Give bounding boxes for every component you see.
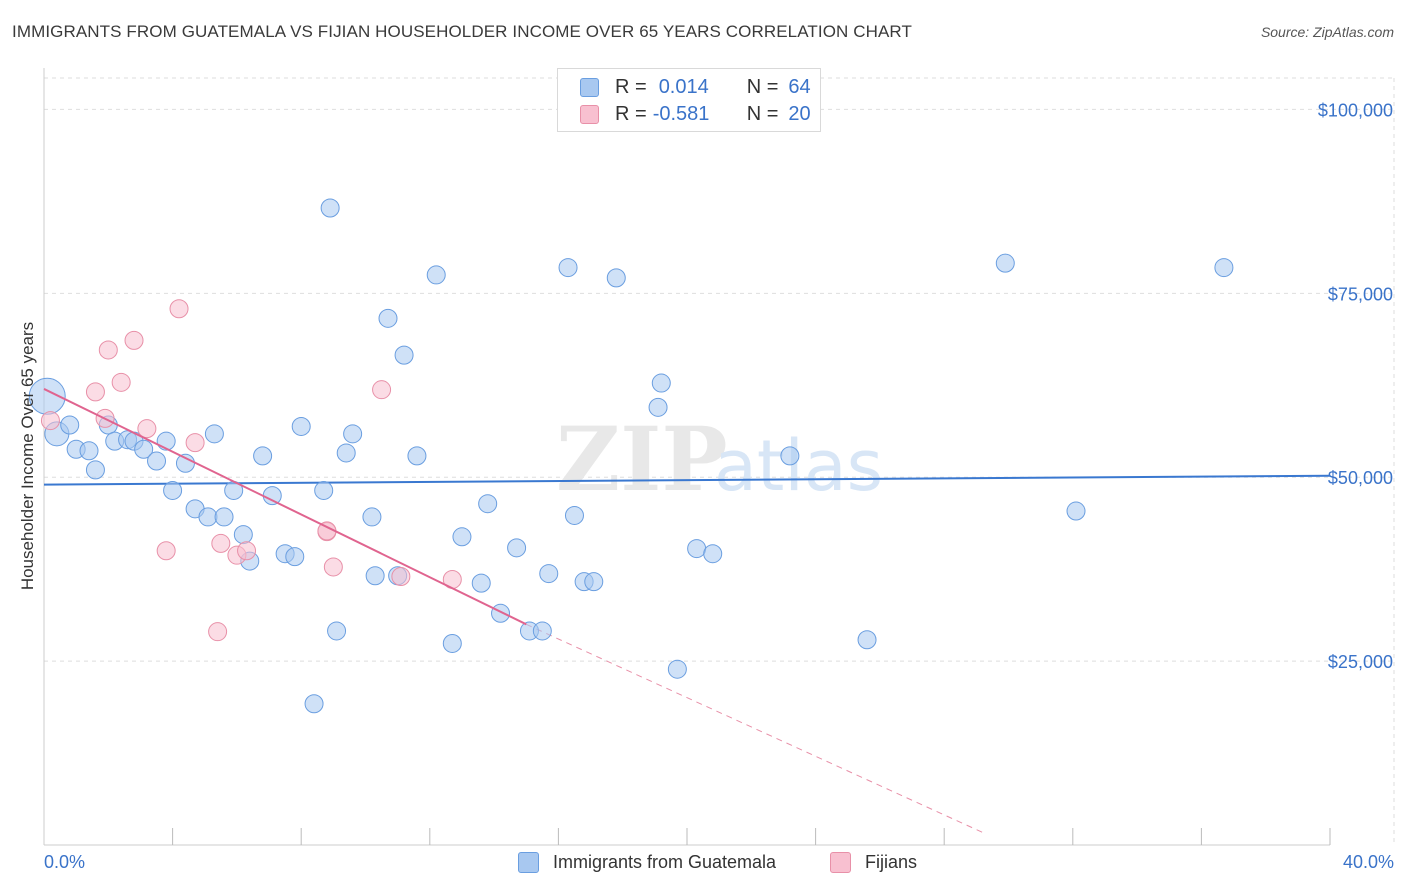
point-fijians <box>372 380 392 400</box>
point-guatemala <box>85 460 105 480</box>
point-guatemala <box>478 494 498 514</box>
series-swatch-fijians <box>830 852 851 873</box>
point-guatemala <box>703 544 723 564</box>
series-label-fijians: Fijians <box>865 852 918 872</box>
point-guatemala <box>558 258 578 278</box>
point-guatemala <box>198 507 218 527</box>
point-guatemala <box>452 527 472 547</box>
point-fijians <box>124 330 144 350</box>
point-guatemala <box>1066 501 1086 521</box>
point-guatemala <box>584 572 604 592</box>
legend-r-label: R = <box>615 75 647 98</box>
legend-row-guatemala: R = 0.014 N = 64 <box>580 74 811 100</box>
point-guatemala <box>442 633 462 653</box>
point-fijians <box>156 541 176 561</box>
y-tick-label: $100,000 <box>1318 100 1393 120</box>
point-guatemala <box>134 439 154 459</box>
point-guatemala <box>687 539 707 559</box>
point-guatemala <box>378 308 398 328</box>
point-guatemala <box>648 397 668 417</box>
series-label-guatemala: Immigrants from Guatemala <box>553 852 777 872</box>
series-legend-item-guatemala[interactable]: Immigrants from Guatemala <box>518 852 776 873</box>
point-fijians <box>85 382 105 402</box>
point-guatemala <box>362 507 382 527</box>
legend-n-label: N = <box>746 75 779 98</box>
legend-n-value: 20 <box>788 102 811 125</box>
point-guatemala <box>285 547 305 567</box>
trend-line-fijians-extension <box>526 623 987 835</box>
point-guatemala <box>365 566 385 586</box>
point-guatemala <box>304 694 324 714</box>
point-guatemala <box>314 480 334 500</box>
series-legend: Immigrants from Guatemala Fijians <box>0 852 1406 878</box>
series-swatch-guatemala <box>518 852 539 873</box>
point-guatemala <box>1214 258 1234 278</box>
point-guatemala <box>163 480 183 500</box>
legend-n-value: 64 <box>788 75 811 98</box>
point-guatemala <box>564 505 584 525</box>
y-tick-label: $75,000 <box>1328 284 1393 304</box>
point-guatemala <box>147 451 167 471</box>
trend-line-guatemala <box>43 474 1331 486</box>
point-guatemala <box>343 424 363 444</box>
point-guatemala <box>204 424 224 444</box>
point-guatemala <box>233 525 253 545</box>
watermark-zip: ZIP <box>556 407 728 511</box>
trend-line-fijians <box>43 388 527 626</box>
point-guatemala <box>262 486 282 506</box>
point-guatemala <box>79 441 99 461</box>
y-axis-title: Householder Income Over 65 years <box>18 321 37 591</box>
point-fijians <box>137 419 157 439</box>
point-guatemala <box>667 659 687 679</box>
series-legend-item-fijians[interactable]: Fijians <box>830 852 917 873</box>
point-guatemala <box>291 416 311 436</box>
point-fijians <box>211 533 231 553</box>
legend-r-value: -0.581 <box>652 102 710 125</box>
point-guatemala <box>857 630 877 650</box>
point-guatemala <box>606 268 626 288</box>
legend-r-label: R = <box>615 102 647 125</box>
legend-swatch-guatemala <box>580 77 599 97</box>
point-fijians <box>169 299 189 319</box>
y-tick-label: $25,000 <box>1328 652 1393 672</box>
point-fijians <box>391 567 411 587</box>
legend-row-fijians: R = -0.581 N = 20 <box>580 101 811 127</box>
point-guatemala <box>426 265 446 285</box>
point-guatemala <box>320 198 340 218</box>
point-guatemala <box>214 507 234 527</box>
watermark-atlas: atlas <box>714 425 883 507</box>
point-fijians <box>98 340 118 360</box>
x-tick-label-min: 0.0% <box>44 852 86 872</box>
point-fijians <box>40 411 60 431</box>
legend-r-value: 0.014 <box>658 75 709 98</box>
point-fijians <box>111 372 131 392</box>
point-guatemala <box>780 446 800 466</box>
point-fijians <box>323 557 343 577</box>
legend-swatch-fijians <box>580 104 599 124</box>
point-guatemala <box>532 621 552 641</box>
point-guatemala <box>995 253 1015 273</box>
point-fijians <box>237 541 257 561</box>
point-guatemala <box>253 446 273 466</box>
correlation-legend: R = 0.014 N = 64 R = -0.581 N = 20 <box>557 68 821 132</box>
point-fijians <box>185 433 205 453</box>
point-guatemala <box>327 621 347 641</box>
chart-source: Source: ZipAtlas.com <box>1260 24 1394 40</box>
point-guatemala <box>507 538 527 558</box>
chart-title: IMMIGRANTS FROM GUATEMALA VS FIJIAN HOUS… <box>12 22 912 41</box>
point-guatemala <box>60 415 80 435</box>
point-guatemala <box>491 603 511 623</box>
x-tick-label-max: 40.0% <box>1342 852 1394 872</box>
point-guatemala <box>651 373 671 393</box>
point-guatemala <box>394 345 414 365</box>
point-guatemala <box>539 564 559 584</box>
point-fijians <box>208 622 228 642</box>
point-guatemala <box>471 573 491 593</box>
y-tick-label: $50,000 <box>1328 468 1393 488</box>
legend-n-label: N = <box>746 102 779 125</box>
point-guatemala <box>407 446 427 466</box>
point-guatemala <box>336 443 356 463</box>
